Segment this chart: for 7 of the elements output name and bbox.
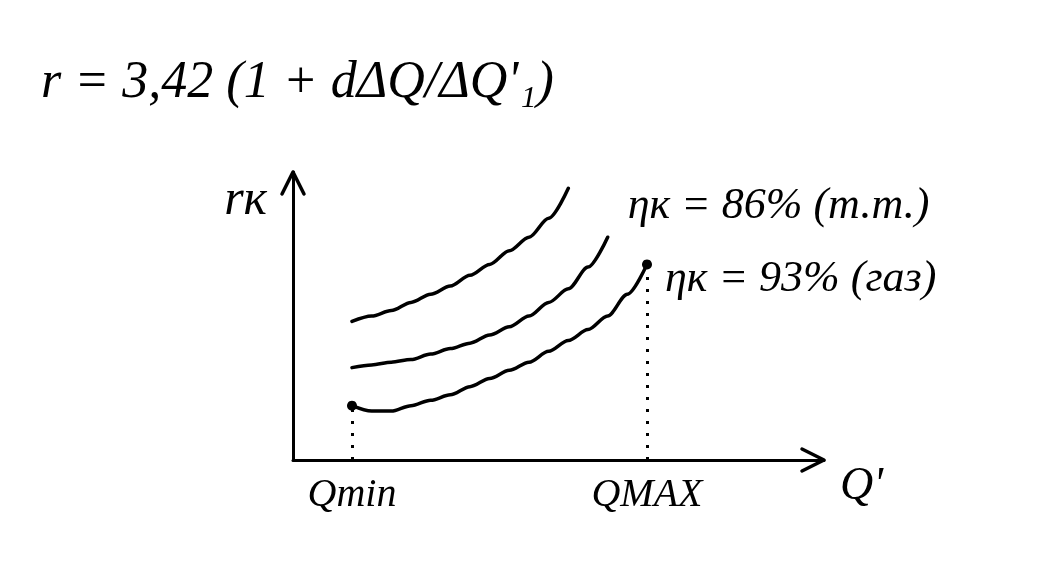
x-tick-label: QMAX: [591, 469, 705, 515]
series-label: ηк = 93% (газ): [665, 251, 937, 301]
x-tick-label: Qmin: [307, 469, 397, 515]
y-axis-title: rк: [224, 169, 268, 225]
chart-title: r = 3,42 (1 + dΔQ/ΔQ'₁): [41, 50, 554, 109]
series-label: ηк = 86% (т.т.): [627, 178, 930, 228]
x-axis-title: Q': [840, 457, 885, 509]
